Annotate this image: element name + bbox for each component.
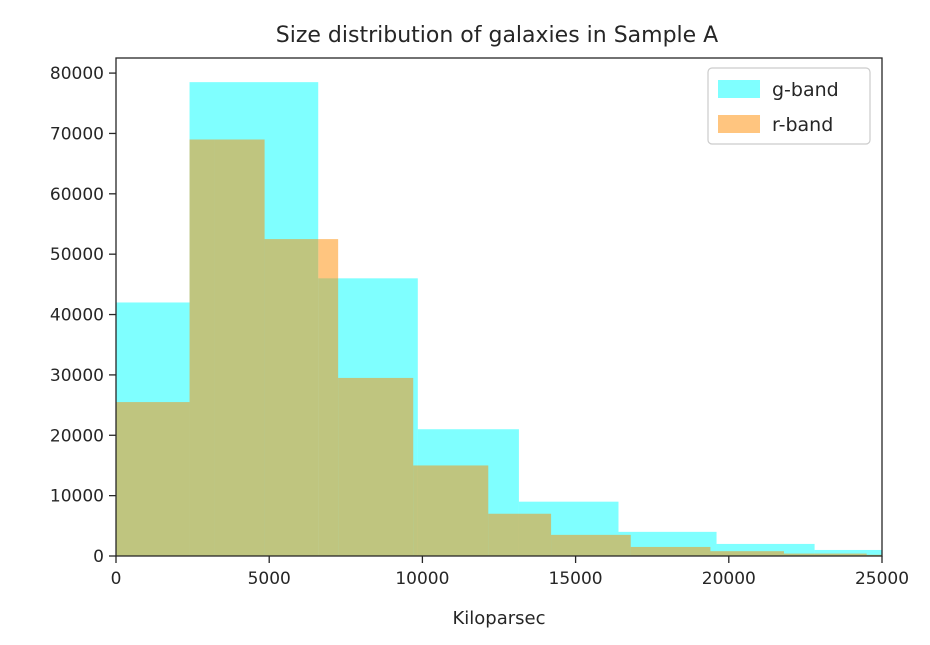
y-tick-label-6: 60000 — [50, 185, 104, 205]
y-tick-label-3: 30000 — [50, 366, 104, 386]
y-axis: 0 10000 20000 30000 40000 50000 60000 70000 8000… — [50, 64, 116, 567]
x-tick-label-0: 0 — [111, 569, 122, 589]
bar-g-band-7 — [814, 549, 882, 556]
bar-r-band-8 — [551, 534, 631, 556]
y-tick-label-7: 70000 — [50, 124, 104, 144]
bar-r-band-4 — [318, 239, 339, 556]
legend-label-g-band: g-band — [772, 79, 839, 101]
bar-r-band-10 — [710, 551, 784, 556]
legend-swatch-g-band — [718, 80, 760, 98]
legend: g-band r-band — [707, 67, 871, 145]
bar-r-band-9 — [630, 546, 711, 556]
y-tick-label-1: 10000 — [50, 487, 104, 507]
x-axis-label: Kiloparsec — [452, 608, 545, 629]
y-tick-label-4: 40000 — [50, 306, 104, 326]
x-tick-label-1: 5000 — [248, 569, 291, 589]
bar-r-band-5 — [338, 377, 414, 556]
bars-layer — [116, 82, 882, 556]
y-tick-label-2: 20000 — [50, 426, 104, 446]
y-tick-label-8: 80000 — [50, 64, 104, 84]
bar-r-band-0 — [116, 402, 190, 556]
x-axis: 0 5000 10000 15000 20000 25000 — [111, 556, 909, 589]
bar-r-band-1 — [189, 139, 215, 556]
x-tick-label-3: 15000 — [549, 569, 603, 589]
x-tick-label-5: 25000 — [855, 569, 909, 589]
x-tick-label-2: 10000 — [395, 569, 449, 589]
bar-r-band-3 — [264, 239, 319, 556]
y-tick-label-0: 0 — [93, 547, 104, 567]
bar-r-band-6 — [413, 465, 489, 556]
bar-r-band-2 — [214, 139, 265, 556]
bar-r-band-7 — [488, 513, 552, 556]
bar-r-band-11 — [783, 553, 867, 556]
legend-label-r-band: r-band — [772, 114, 833, 136]
y-tick-label-5: 50000 — [50, 245, 104, 265]
legend-swatch-r-band — [718, 115, 760, 133]
chart-title: Size distribution of galaxies in Sample … — [276, 23, 718, 48]
plot-frame — [115, 57, 883, 557]
x-tick-label-4: 20000 — [702, 569, 756, 589]
